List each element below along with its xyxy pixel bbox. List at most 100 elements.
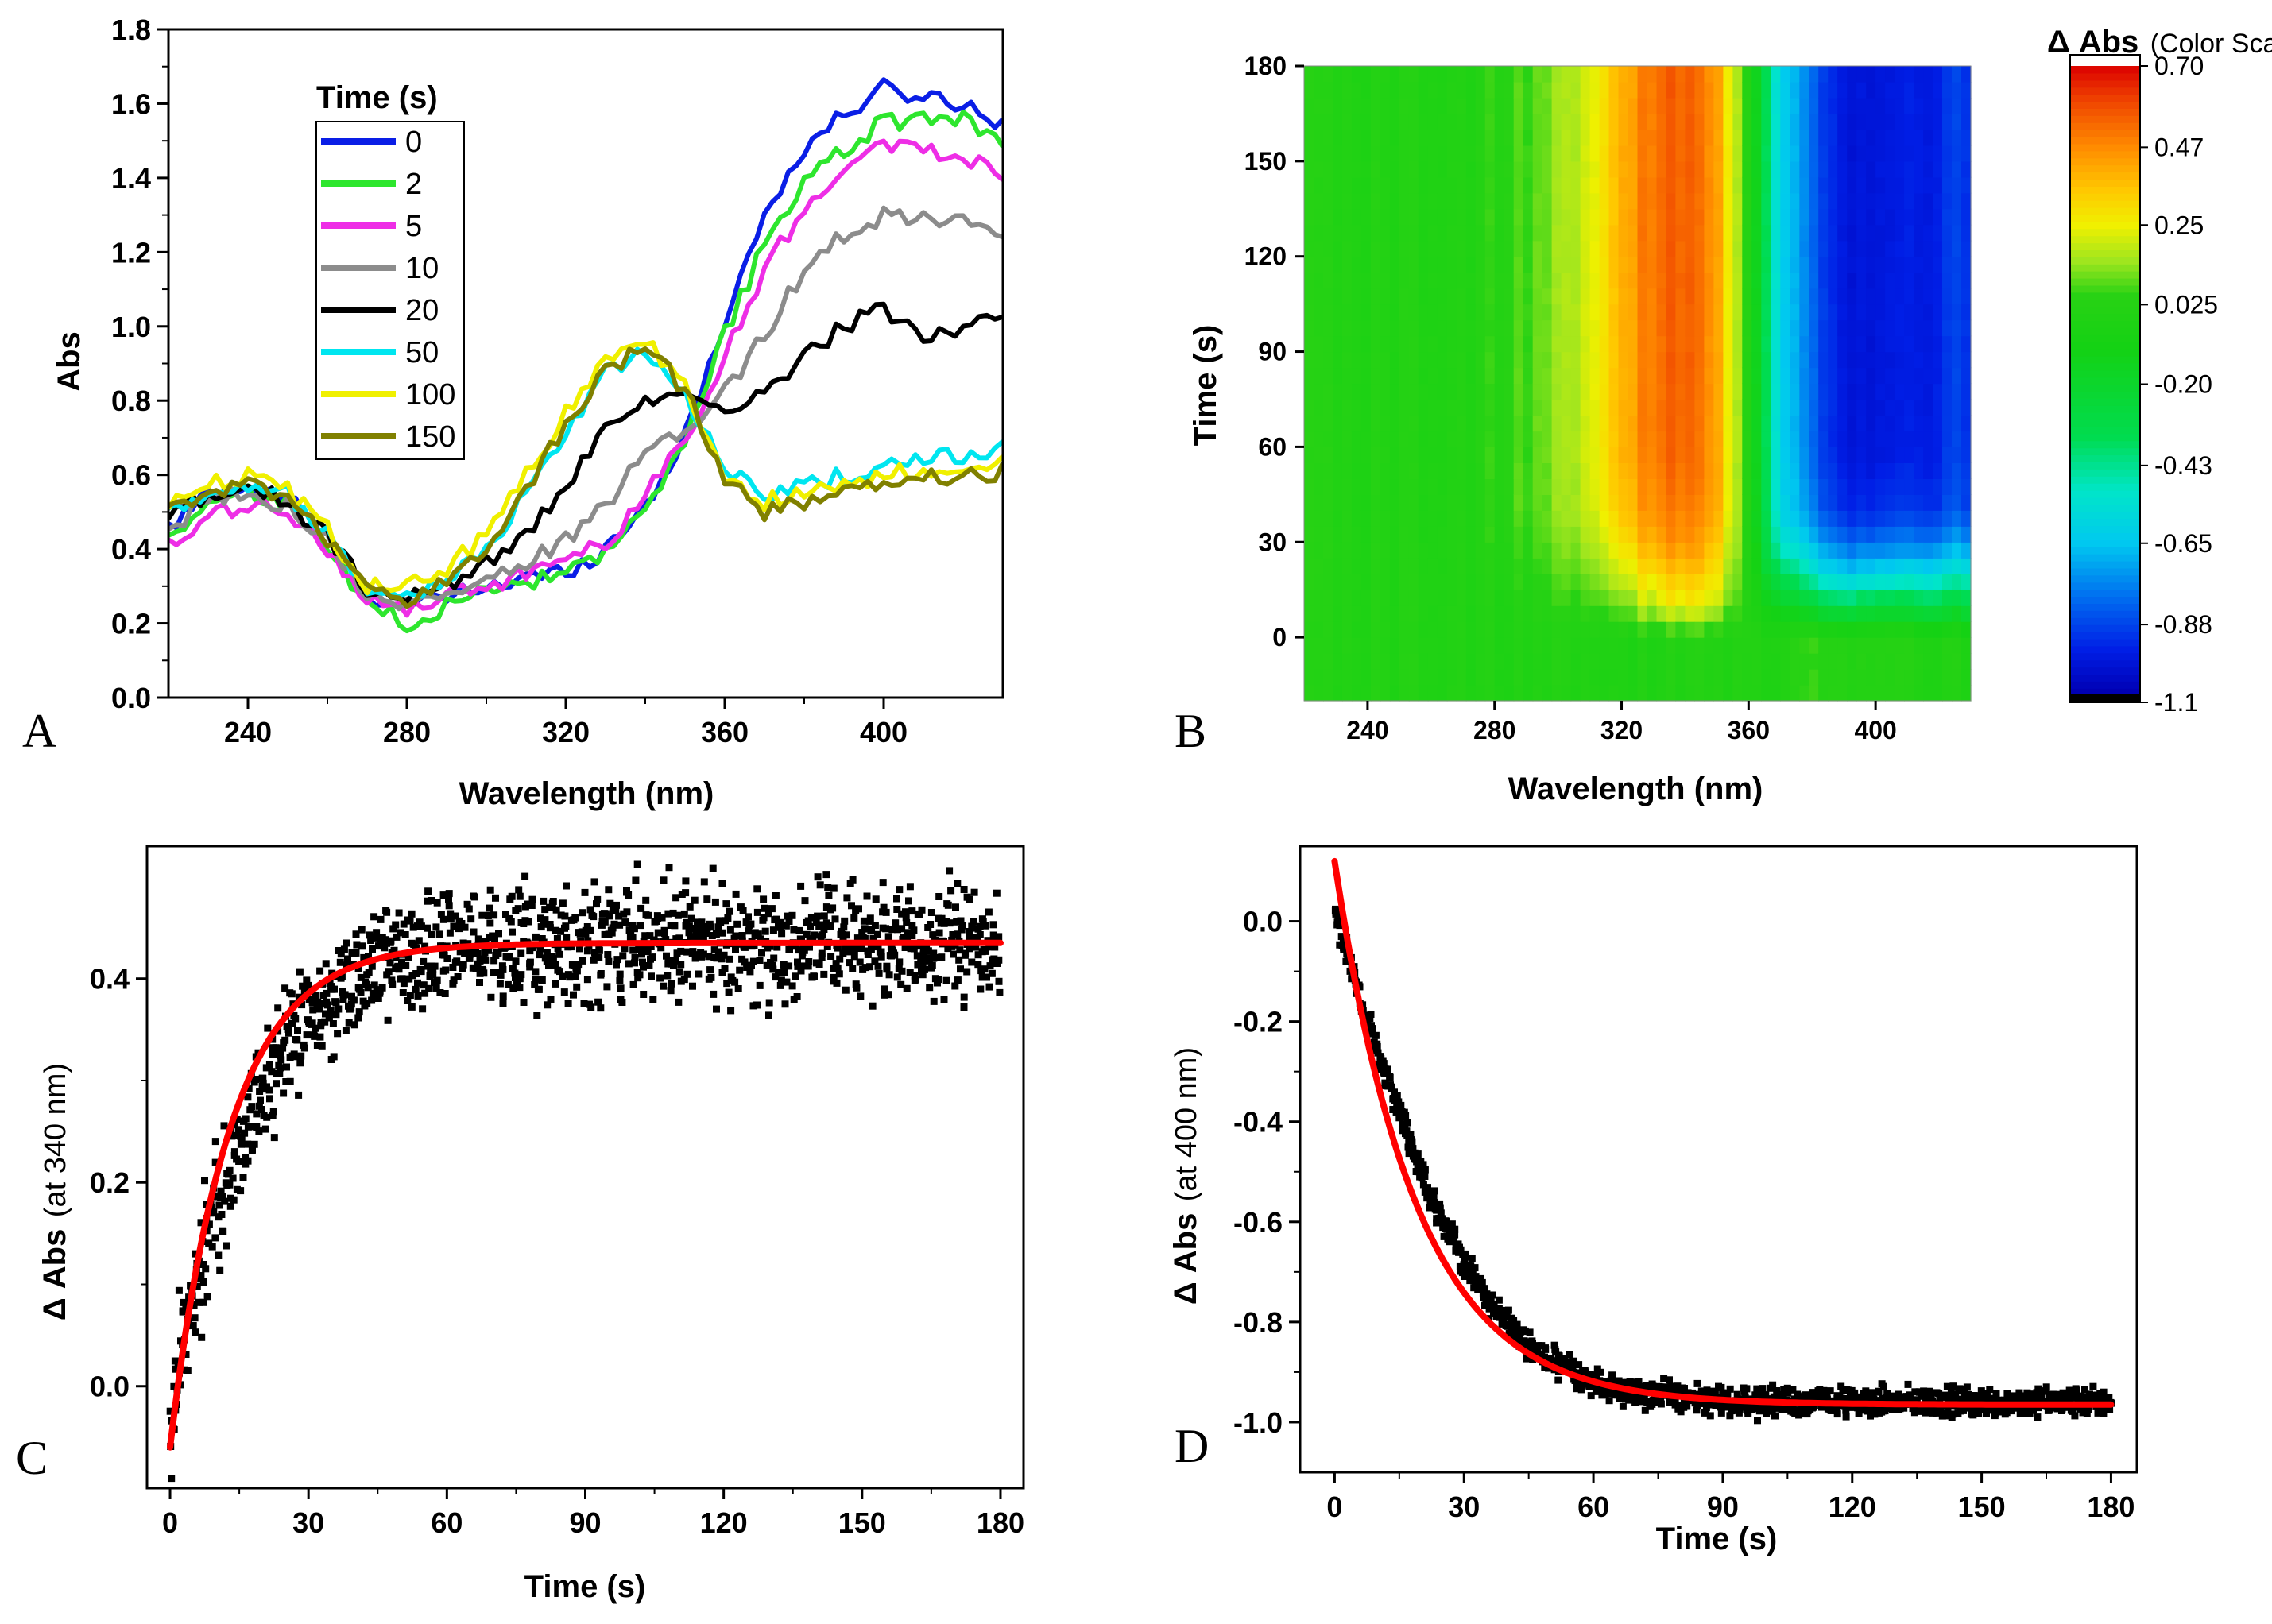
panel-c-point: [814, 873, 822, 881]
heatmap-cell: [1771, 415, 1781, 432]
heatmap-cell: [1866, 176, 1876, 194]
heatmap-cell: [1647, 399, 1658, 416]
heatmap-cell: [1647, 462, 1658, 479]
heatmap-cell: [1666, 192, 1677, 210]
panel-c-point: [852, 980, 860, 988]
heatmap-cell: [1589, 653, 1600, 670]
heatmap-cell: [1599, 66, 1610, 83]
heatmap-cell: [1637, 526, 1648, 543]
colorbar-band: [2070, 235, 2140, 244]
panel-c-point: [295, 1091, 303, 1099]
colorbar-band: [2070, 200, 2140, 208]
heatmap-cell: [1790, 653, 1800, 670]
heatmap-cell: [1370, 526, 1381, 543]
colorbar-band: [2070, 87, 2140, 95]
heatmap-cell: [1799, 653, 1809, 670]
heatmap-cell: [1513, 256, 1524, 273]
heatmap-cell: [1704, 256, 1714, 273]
heatmap-cell: [1856, 192, 1867, 210]
panel-c-point: [637, 922, 644, 930]
heatmap-cell: [1580, 129, 1591, 146]
heatmap-cell: [1314, 431, 1324, 447]
heatmap-cell: [1323, 669, 1333, 686]
heatmap-cell: [1914, 383, 1924, 400]
heatmap-cell: [1570, 383, 1581, 400]
heatmap-cell: [1637, 383, 1648, 400]
heatmap-cell: [1809, 558, 1819, 574]
heatmap-cell: [1675, 176, 1686, 194]
heatmap-cell: [1504, 558, 1515, 574]
heatmap-cell: [1599, 431, 1610, 447]
heatmap-cell: [1809, 145, 1819, 162]
panel-c-point: [703, 895, 711, 903]
panel-c-point: [195, 1298, 203, 1306]
panel-c-point: [211, 1234, 219, 1242]
panel-c-point: [329, 1020, 337, 1027]
panel-c-point: [667, 987, 675, 995]
panel-d-point: [1440, 1232, 1448, 1240]
heatmap-cell: [1942, 574, 1953, 590]
heatmap-cell: [1637, 685, 1648, 702]
heatmap-cell: [1589, 256, 1600, 273]
heatmap-cell: [1675, 653, 1686, 670]
heatmap-cell: [1341, 192, 1353, 210]
heatmap-cell: [1494, 653, 1505, 670]
panel-c-point: [793, 993, 801, 1000]
heatmap-cell: [1666, 351, 1677, 369]
heatmap-cell: [1751, 335, 1762, 353]
heatmap-cell: [1427, 637, 1438, 654]
heatmap-cell: [1780, 304, 1790, 321]
panel-c-point: [316, 1033, 324, 1041]
heatmap-cell: [1952, 160, 1962, 178]
heatmap-cell: [1532, 558, 1543, 574]
heatmap-cell: [1751, 590, 1762, 606]
heatmap-cell: [1599, 145, 1610, 162]
panel-c-point: [274, 1004, 282, 1012]
heatmap-cell: [1504, 526, 1515, 543]
heatmap-cell: [1323, 399, 1333, 416]
panel-c-point: [486, 904, 493, 912]
panel-c-point: [343, 961, 350, 969]
panel-c-point: [590, 913, 598, 921]
heatmap-cell: [1399, 367, 1410, 385]
heatmap-cell: [1523, 399, 1534, 416]
heatmap-cell: [1580, 98, 1591, 114]
heatmap-cell: [1799, 637, 1809, 654]
heatmap-cell: [1761, 145, 1771, 162]
panel-c-xtick-label: 90: [569, 1506, 601, 1539]
heatmap-cell: [1904, 256, 1914, 273]
panel-c-point: [495, 930, 502, 938]
heatmap-cell: [1761, 526, 1771, 543]
heatmap-cell: [1542, 478, 1553, 495]
heatmap-cell: [1399, 319, 1410, 337]
heatmap-cell: [1542, 462, 1553, 479]
heatmap-cell: [1961, 208, 1972, 226]
panel-c-point: [337, 950, 345, 958]
panel-c-point: [718, 929, 726, 937]
panel-c-point: [376, 989, 384, 997]
heatmap-cell: [1570, 590, 1581, 606]
heatmap-cell: [1647, 637, 1658, 654]
heatmap-cell: [1456, 383, 1467, 400]
heatmap-cell: [1323, 129, 1333, 146]
heatmap-cell: [1875, 351, 1886, 369]
panel-c-point: [670, 961, 677, 969]
panel-c-point: [807, 923, 814, 930]
panel-c-point: [928, 961, 936, 969]
heatmap-cell: [1685, 335, 1695, 353]
heatmap-cell: [1370, 447, 1381, 463]
panel-a-ytick-label: 0.8: [111, 385, 151, 417]
heatmap-cell: [1504, 574, 1515, 590]
heatmap-cell: [1732, 98, 1743, 114]
heatmap-cell: [1504, 288, 1515, 305]
heatmap-cell: [1961, 176, 1972, 194]
heatmap-cell: [1828, 447, 1838, 463]
heatmap-cell: [1475, 415, 1486, 432]
heatmap-cell: [1761, 685, 1771, 702]
heatmap-cell: [1389, 653, 1400, 670]
heatmap-cell: [1523, 558, 1534, 574]
heatmap-cell: [1952, 637, 1962, 654]
heatmap-cell: [1942, 304, 1953, 321]
panel-c-point: [552, 906, 560, 914]
heatmap-cell: [1771, 224, 1781, 242]
